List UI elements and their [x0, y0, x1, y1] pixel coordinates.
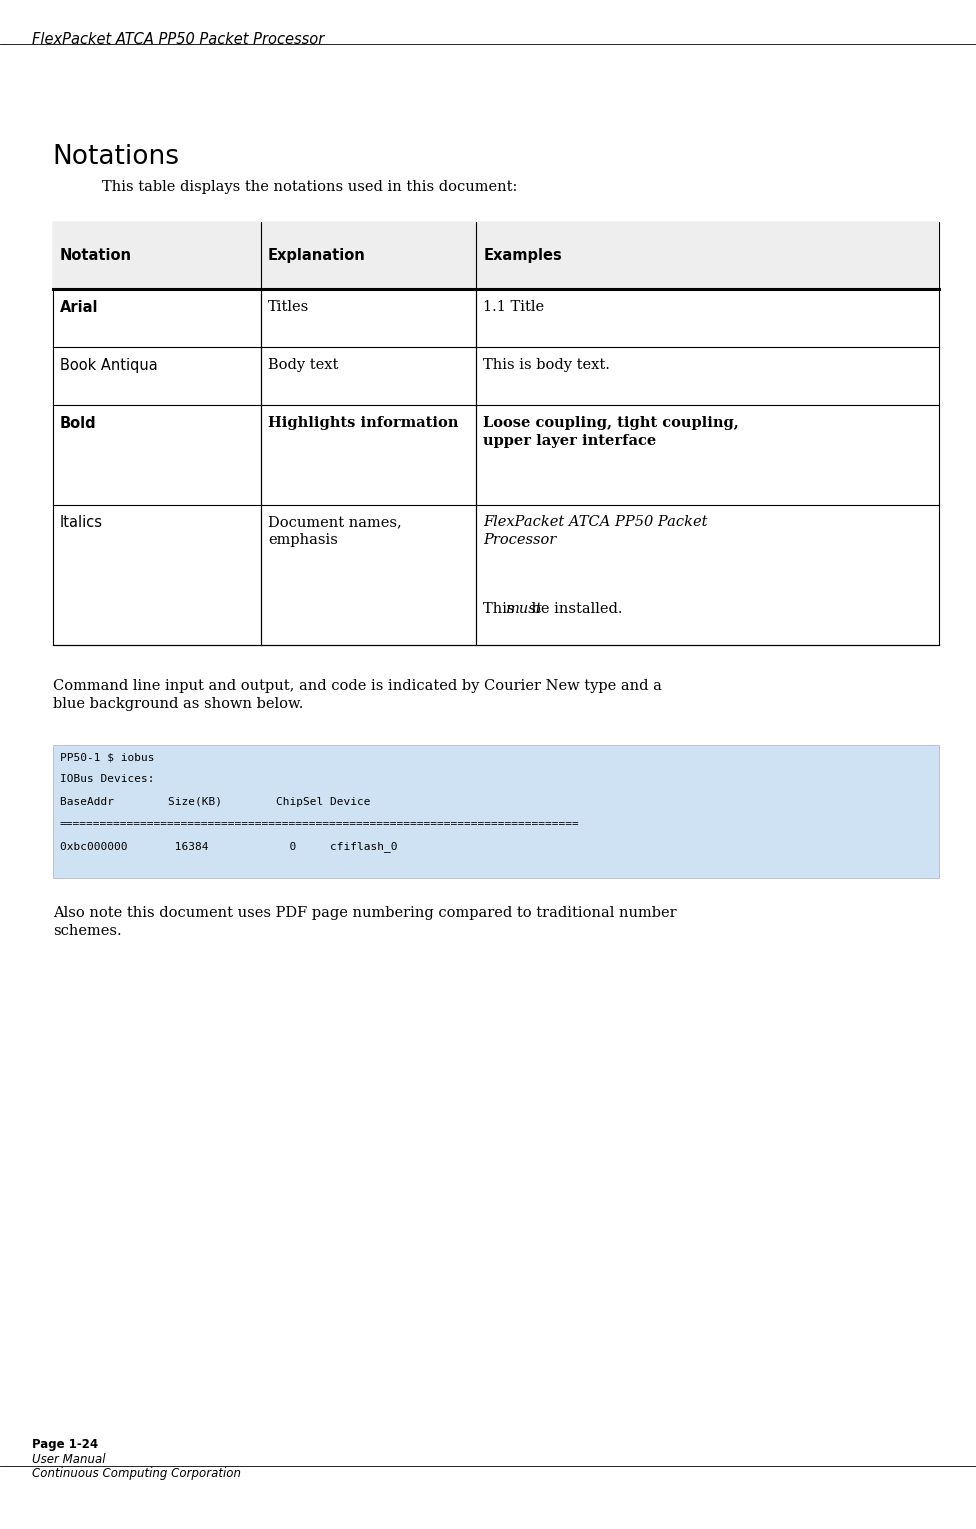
- Bar: [53, 222, 939, 289]
- Text: Italics: Italics: [60, 515, 102, 531]
- Text: Document names,
emphasis: Document names, emphasis: [267, 515, 401, 547]
- Text: be installed.: be installed.: [527, 602, 623, 616]
- Text: =============================================================================: ========================================…: [60, 820, 580, 829]
- Text: Book Antiqua: Book Antiqua: [60, 358, 157, 373]
- Text: BaseAddr        Size(KB)        ChipSel Device: BaseAddr Size(KB) ChipSel Device: [60, 797, 370, 807]
- Text: This is body text.: This is body text.: [483, 358, 610, 372]
- Text: Arial: Arial: [60, 300, 98, 315]
- Text: 0xbc000000       16384            0     cfiflash_0: 0xbc000000 16384 0 cfiflash_0: [60, 841, 397, 852]
- Text: Command line input and output, and code is indicated by Courier New type and a
b: Command line input and output, and code …: [53, 679, 662, 711]
- Text: Examples: Examples: [483, 248, 562, 263]
- Text: Continuous Computing Corporation: Continuous Computing Corporation: [32, 1466, 241, 1480]
- Text: Body text: Body text: [267, 358, 338, 372]
- Text: This table displays the notations used in this document:: This table displays the notations used i…: [102, 180, 518, 194]
- Text: PP50-1 $ iobus: PP50-1 $ iobus: [60, 752, 154, 763]
- Text: Notations: Notations: [53, 144, 180, 170]
- Text: Bold: Bold: [60, 416, 97, 431]
- Text: Titles: Titles: [267, 300, 309, 313]
- Bar: [53, 745, 939, 878]
- Text: FlexPacket ATCA PP50 Packet
Processor: FlexPacket ATCA PP50 Packet Processor: [483, 515, 708, 547]
- Text: FlexPacket ATCA PP50 Packet Processor: FlexPacket ATCA PP50 Packet Processor: [32, 32, 324, 47]
- Text: Explanation: Explanation: [267, 248, 366, 263]
- Text: Also note this document uses PDF page numbering compared to traditional number
s: Also note this document uses PDF page nu…: [53, 905, 676, 937]
- Bar: [53, 222, 939, 645]
- Text: User Manual: User Manual: [32, 1453, 105, 1465]
- Text: 1.1 Title: 1.1 Title: [483, 300, 545, 313]
- Text: Highlights information: Highlights information: [267, 416, 458, 430]
- Text: This: This: [483, 602, 519, 616]
- Text: Page 1-24: Page 1-24: [32, 1437, 99, 1451]
- Text: IOBus Devices:: IOBus Devices:: [60, 774, 154, 784]
- Text: Loose coupling, tight coupling,
upper layer interface: Loose coupling, tight coupling, upper la…: [483, 416, 739, 448]
- Text: must: must: [506, 602, 543, 616]
- Text: Notation: Notation: [60, 248, 132, 263]
